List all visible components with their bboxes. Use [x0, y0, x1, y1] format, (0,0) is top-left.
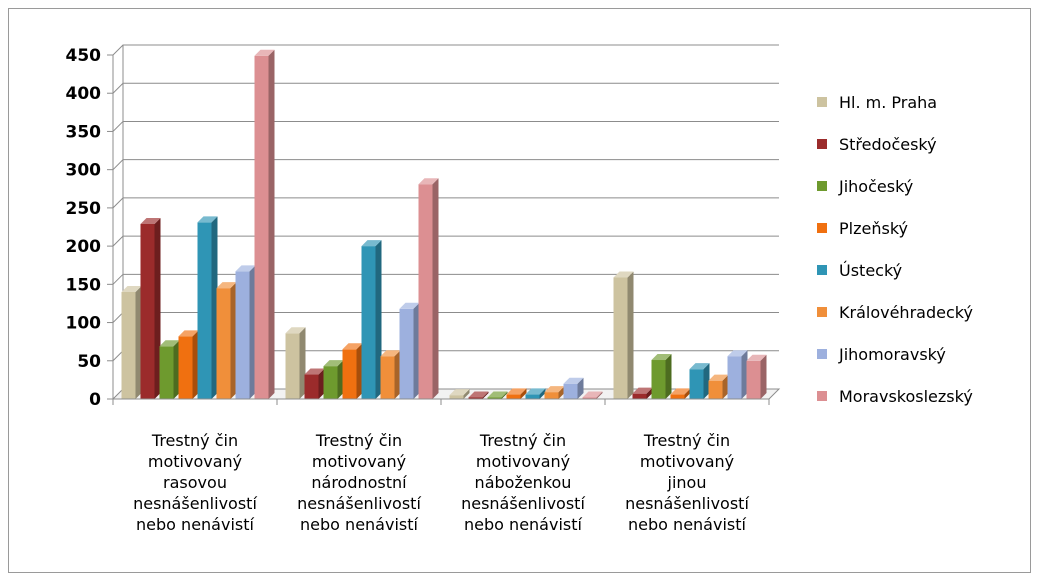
- y-tick-label: 300: [66, 161, 102, 181]
- bar: [362, 240, 382, 399]
- legend-item: Jihomoravský: [817, 345, 946, 364]
- legend-swatch: [817, 307, 827, 317]
- bar-front: [450, 395, 464, 399]
- bar: [709, 375, 729, 399]
- bar: [236, 265, 256, 399]
- bar: [179, 330, 199, 399]
- bar: [400, 303, 420, 399]
- bar: [690, 363, 710, 399]
- bar-front: [633, 394, 647, 399]
- bar-front: [160, 346, 174, 399]
- bar: [564, 378, 584, 399]
- bar-front: [419, 184, 433, 399]
- bar: [122, 286, 142, 399]
- bar-front: [545, 392, 559, 399]
- legend-label: Středočeský: [839, 135, 937, 154]
- y-tick-label: 0: [89, 390, 101, 410]
- bar-front: [141, 224, 155, 399]
- bar-front: [709, 381, 723, 399]
- bar: [141, 218, 161, 399]
- legend-swatch: [817, 223, 827, 233]
- bar: [324, 360, 344, 399]
- category-label: Trestný čin motivovaný národnostní nesnášen…: [297, 431, 421, 534]
- bar-front: [747, 361, 761, 399]
- bar-front: [400, 309, 414, 399]
- bar-side: [269, 50, 275, 399]
- bar-front: [179, 336, 193, 399]
- legend-item: Ústecký: [817, 261, 902, 280]
- bar-front: [343, 349, 357, 399]
- bar-front: [690, 369, 704, 399]
- bar-front: [198, 222, 212, 399]
- legend-label: Jihočeský: [838, 177, 913, 196]
- bar: [305, 369, 325, 399]
- bar: [198, 216, 218, 399]
- bar-side: [666, 354, 672, 399]
- legend-label: Jihomoravský: [838, 345, 946, 364]
- legend-item: Plzeňský: [817, 219, 908, 238]
- bar: [255, 50, 275, 399]
- legend-swatch: [817, 265, 827, 275]
- bar-front: [507, 394, 521, 399]
- bar: [419, 178, 439, 399]
- y-tick-label: 450: [66, 46, 102, 66]
- bar: [747, 355, 767, 399]
- bar-front: [671, 394, 685, 399]
- legend-swatch: [817, 181, 827, 191]
- bar-front: [122, 292, 136, 399]
- bar-front: [362, 246, 376, 399]
- bar-front: [728, 356, 742, 399]
- y-tick-label: 100: [66, 314, 102, 334]
- bar-side: [761, 355, 767, 399]
- bar-front: [381, 356, 395, 399]
- bar-chart: 0 50 100 150 200 250 300 350 400 450 Trestný čin m…: [9, 9, 1032, 574]
- bar: [217, 282, 237, 399]
- bar: [160, 340, 180, 399]
- bar-front: [286, 333, 300, 399]
- bar: [614, 271, 634, 399]
- bar: [381, 350, 401, 399]
- bar-side: [433, 178, 439, 399]
- chart-frame: 0 50 100 150 200 250 300 350 400 450 Trestný čin m…: [8, 8, 1031, 573]
- legend-item: Moravskoslezský: [817, 387, 973, 406]
- bar-front: [526, 394, 540, 399]
- bar-front: [255, 56, 269, 399]
- legend-label: Plzeňský: [839, 219, 908, 238]
- legend-swatch: [817, 349, 827, 359]
- bar-front: [324, 366, 338, 399]
- bar-front: [236, 271, 250, 399]
- bar-front: [614, 277, 628, 399]
- bar-front: [305, 375, 319, 399]
- category-label: Trestný čin motivovaný jinou nesnášenlivost…: [625, 431, 749, 534]
- bar-front: [564, 384, 578, 399]
- y-tick-label: 350: [66, 122, 102, 142]
- y-tick-label: 50: [77, 352, 101, 372]
- legend-label: Královéhradecký: [839, 303, 973, 322]
- bar-front: [217, 288, 231, 399]
- bar: [728, 350, 748, 399]
- legend-label: Moravskoslezský: [839, 387, 973, 406]
- y-tick-label: 400: [66, 84, 102, 104]
- category-label: Trestný čin motivovaný rasovou nesnášenlivo…: [133, 431, 257, 534]
- bar-side: [628, 271, 634, 399]
- legend-swatch: [817, 139, 827, 149]
- bar: [286, 327, 306, 399]
- legend-item: Královéhradecký: [817, 303, 973, 322]
- y-tick-label: 200: [66, 237, 102, 257]
- legend-swatch: [817, 97, 827, 107]
- y-tick-label: 150: [66, 275, 102, 295]
- legend-swatch: [817, 391, 827, 401]
- legend-item: Jihočeský: [817, 177, 913, 196]
- legend-label: Hl. m. Praha: [839, 93, 937, 112]
- bar-front: [652, 360, 666, 399]
- bar: [652, 354, 672, 399]
- y-tick-label: 250: [66, 199, 102, 219]
- category-label: Trestný čin motivovaný náboženkou nesnášenl…: [461, 431, 585, 534]
- legend-item: Středočeský: [817, 135, 937, 154]
- bar: [343, 343, 363, 399]
- legend-label: Ústecký: [839, 261, 902, 280]
- legend-item: Hl. m. Praha: [817, 93, 937, 112]
